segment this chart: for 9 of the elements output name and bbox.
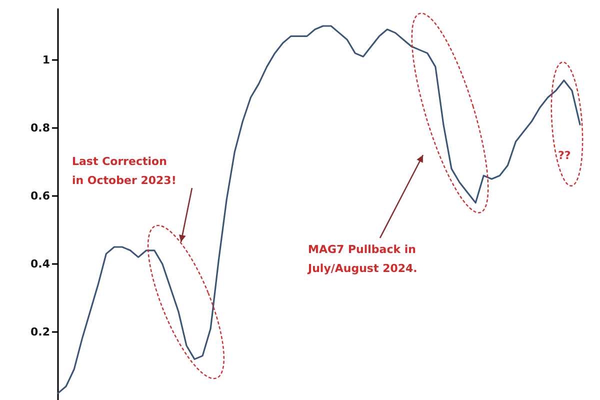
y-tick-label: 0.4 xyxy=(30,258,50,270)
line-series xyxy=(57,25,581,394)
y-tick-label: 0.8 xyxy=(30,122,50,134)
y-tick-label: 0.6 xyxy=(30,190,50,202)
annotation: Last Correction in October 2023! xyxy=(72,155,176,187)
y-tick-label: 1 xyxy=(42,54,50,66)
annotation: ?? xyxy=(558,149,571,162)
annotation: MAG7 Pullback in July/August 2024. xyxy=(307,243,418,275)
y-tick-label: 0.2 xyxy=(30,326,50,338)
